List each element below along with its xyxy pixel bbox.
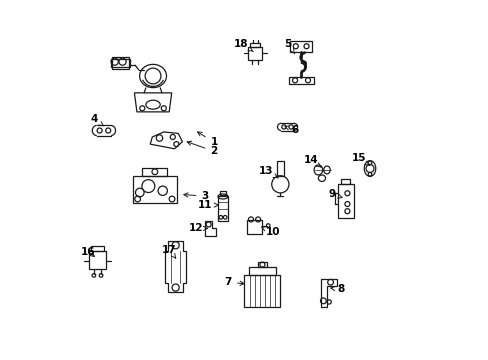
Bar xyxy=(110,59,130,67)
Text: 14: 14 xyxy=(303,155,321,167)
Bar xyxy=(341,179,349,184)
Text: 8: 8 xyxy=(330,284,344,294)
Text: 1: 1 xyxy=(197,132,217,147)
Bar xyxy=(289,77,313,84)
Text: 3: 3 xyxy=(183,191,208,201)
Text: 7: 7 xyxy=(224,277,244,287)
Bar xyxy=(244,275,280,307)
Bar xyxy=(246,220,262,234)
Bar xyxy=(142,168,167,176)
Text: 11: 11 xyxy=(198,200,218,210)
Bar xyxy=(258,262,266,267)
Text: 2: 2 xyxy=(187,141,217,156)
Bar xyxy=(132,176,177,203)
Bar xyxy=(88,251,106,269)
Text: 15: 15 xyxy=(351,153,368,165)
Bar xyxy=(220,191,225,195)
Text: 12: 12 xyxy=(188,224,207,233)
Text: 5: 5 xyxy=(284,39,294,54)
Text: 18: 18 xyxy=(233,39,253,51)
Text: 16: 16 xyxy=(81,247,96,257)
Text: 13: 13 xyxy=(258,166,278,178)
Text: 10: 10 xyxy=(261,227,280,237)
Bar xyxy=(276,161,284,176)
Bar xyxy=(247,47,262,60)
Bar xyxy=(218,197,227,221)
Bar xyxy=(250,43,260,47)
Text: 9: 9 xyxy=(328,189,342,199)
Text: 17: 17 xyxy=(162,245,176,258)
Bar xyxy=(248,267,276,275)
Text: 6: 6 xyxy=(285,125,298,135)
Text: 4: 4 xyxy=(90,114,103,126)
Bar xyxy=(91,246,104,251)
Bar xyxy=(112,57,129,69)
Bar xyxy=(338,184,353,219)
Bar xyxy=(289,41,311,51)
